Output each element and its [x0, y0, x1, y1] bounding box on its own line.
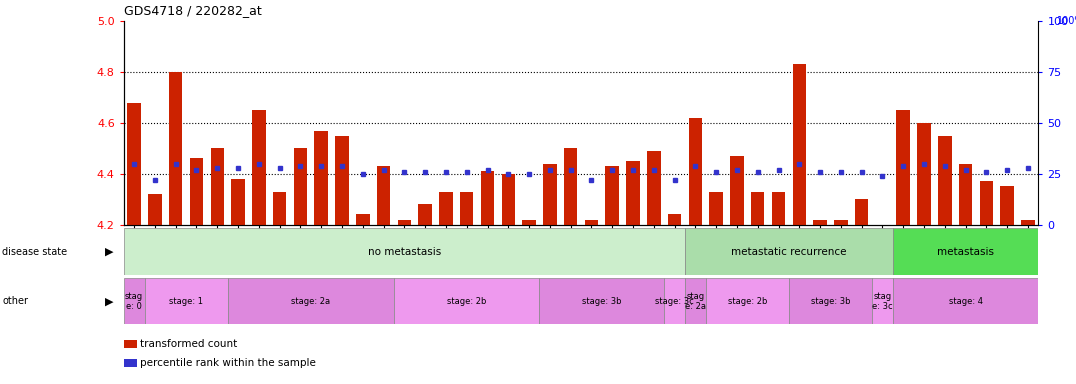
Bar [813, 220, 826, 225]
Bar [211, 148, 224, 225]
Text: stage: 2b: stage: 2b [447, 297, 486, 306]
Bar [144, 278, 228, 324]
Text: metastatic recurrence: metastatic recurrence [732, 247, 847, 257]
Bar [606, 166, 619, 225]
Bar [336, 136, 349, 225]
Text: stage: 1: stage: 1 [169, 297, 203, 306]
Bar [543, 164, 556, 225]
Bar [481, 171, 494, 225]
Text: ▶: ▶ [104, 296, 113, 306]
Text: stag
e: 3c: stag e: 3c [873, 292, 893, 311]
Text: 100%: 100% [1057, 16, 1076, 26]
Bar [855, 199, 868, 225]
Bar [584, 220, 598, 225]
Text: GDS4718 / 220282_at: GDS4718 / 220282_at [124, 4, 261, 17]
Text: stage: 3b: stage: 3b [582, 297, 622, 306]
Bar [959, 164, 973, 225]
Text: stage: 3b: stage: 3b [810, 297, 850, 306]
Bar [231, 179, 245, 225]
Bar [294, 148, 307, 225]
Bar [539, 278, 664, 324]
Bar [522, 220, 536, 225]
Bar [668, 215, 681, 225]
Bar [664, 278, 685, 324]
Text: other: other [2, 296, 28, 306]
Bar [709, 192, 723, 225]
Bar [893, 228, 1038, 275]
Bar [394, 278, 539, 324]
Bar [938, 136, 951, 225]
Bar [501, 174, 515, 225]
Bar [979, 181, 993, 225]
Bar [419, 204, 431, 225]
Bar [564, 148, 578, 225]
Text: no metastasis: no metastasis [368, 247, 441, 257]
Bar [127, 103, 141, 225]
Bar [124, 278, 144, 324]
Bar [706, 278, 789, 324]
Bar [731, 156, 744, 225]
Bar [917, 123, 931, 225]
Bar [228, 278, 394, 324]
Bar [1001, 187, 1014, 225]
Bar [685, 228, 893, 275]
Bar [377, 166, 391, 225]
Text: stage: 2a: stage: 2a [292, 297, 330, 306]
Bar [893, 278, 1038, 324]
Text: transformed count: transformed count [140, 339, 237, 349]
Bar [169, 72, 183, 225]
Bar [1021, 220, 1035, 225]
Bar [439, 192, 453, 225]
Bar [771, 192, 785, 225]
Bar [647, 151, 661, 225]
Bar [356, 215, 369, 225]
Bar [896, 110, 910, 225]
Text: percentile rank within the sample: percentile rank within the sample [140, 358, 315, 368]
Text: stag
e: 0: stag e: 0 [125, 292, 143, 311]
Bar [834, 220, 848, 225]
Bar [398, 220, 411, 225]
Bar [793, 65, 806, 225]
Text: metastasis: metastasis [937, 247, 994, 257]
Text: stage: 4: stage: 4 [949, 297, 982, 306]
Bar [314, 131, 328, 225]
Bar [751, 192, 764, 225]
Bar [124, 228, 685, 275]
Bar [189, 159, 203, 225]
Bar [252, 110, 266, 225]
Text: stage: 2b: stage: 2b [727, 297, 767, 306]
Bar [626, 161, 640, 225]
Text: ▶: ▶ [104, 247, 113, 257]
Bar [273, 192, 286, 225]
Bar [872, 278, 893, 324]
Bar [789, 278, 872, 324]
Bar [689, 118, 703, 225]
Text: disease state: disease state [2, 247, 68, 257]
Bar [148, 194, 161, 225]
Bar [685, 278, 706, 324]
Text: stag
e: 2a: stag e: 2a [684, 292, 706, 311]
Text: stage: 3c: stage: 3c [655, 297, 694, 306]
Bar [459, 192, 473, 225]
